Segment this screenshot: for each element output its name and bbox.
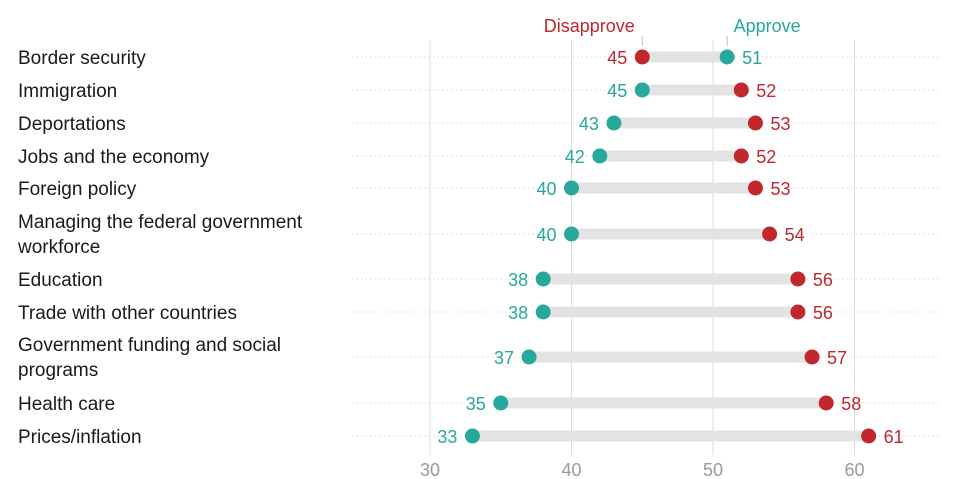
- approve-dot: [719, 49, 735, 65]
- legend: Disapprove Approve: [544, 16, 801, 46]
- approve-value-label: 33: [437, 427, 457, 447]
- category-label: Trade with other countries: [18, 303, 237, 324]
- category-label: Managing the federal government workforce: [17, 212, 303, 258]
- approve-dot: [464, 428, 480, 444]
- approve-value-label: 38: [508, 270, 528, 290]
- row-guides: [352, 56, 940, 437]
- disapprove-dot: [733, 82, 749, 98]
- legend-approve-label: Approve: [734, 16, 801, 36]
- disapprove-value-label: 54: [785, 225, 805, 245]
- legend-disapprove-label: Disapprove: [544, 16, 635, 36]
- disapprove-dot: [790, 304, 806, 320]
- disapprove-dot: [762, 226, 778, 242]
- approve-dot: [493, 395, 509, 411]
- approve-value-label: 37: [494, 348, 514, 368]
- approve-value-label: 40: [536, 225, 556, 245]
- category-label: Health care: [18, 394, 115, 415]
- disapprove-value-label: 53: [770, 114, 790, 134]
- approve-dot: [606, 115, 622, 131]
- disapprove-value-label: 61: [884, 427, 904, 447]
- category-label: Jobs and the economy: [18, 147, 210, 168]
- bars-layer: 51 45 45 52 43 53 42 52 40 53 40 54 38 56 38 56 37 57 35 58…: [437, 48, 903, 447]
- category-label: Government funding and social programs: [18, 335, 281, 381]
- x-tick-label-40: 40: [561, 460, 581, 479]
- approve-dot: [564, 180, 579, 196]
- disapprove-value-label: 58: [841, 394, 861, 414]
- category-label: Immigration: [18, 81, 117, 102]
- disapprove-dot: [747, 180, 763, 196]
- approve-dot: [634, 82, 650, 98]
- disapprove-dot: [804, 349, 820, 365]
- disapprove-value-label: 57: [827, 348, 847, 368]
- category-labels: Border security Immigration Deportations Jo…: [17, 48, 303, 448]
- disapprove-value-label: 52: [756, 147, 776, 167]
- disapprove-dot: [790, 271, 806, 287]
- disapprove-value-label: 52: [756, 81, 776, 101]
- disapprove-dot: [861, 428, 877, 444]
- disapprove-dot: [818, 395, 834, 411]
- disapprove-dot: [747, 115, 763, 131]
- category-label: Prices/inflation: [18, 427, 142, 448]
- x-tick-label-50: 50: [703, 460, 723, 479]
- approve-dot: [521, 349, 537, 365]
- approve-dot: [535, 304, 551, 320]
- category-label: Foreign policy: [18, 179, 137, 200]
- disapprove-value-label: 45: [607, 48, 627, 68]
- x-axis-ticks: 30 40 50 60: [420, 460, 865, 479]
- grid-layer: [429, 40, 855, 455]
- disapprove-value-label: 53: [770, 179, 790, 199]
- approve-dot: [535, 271, 551, 287]
- approve-value-label: 43: [579, 114, 599, 134]
- x-tick-label-60: 60: [844, 460, 864, 479]
- approve-value-label: 38: [508, 303, 528, 323]
- category-label: Border security: [18, 48, 146, 69]
- approve-value-label: 45: [607, 81, 627, 101]
- disapprove-value-label: 56: [813, 303, 833, 323]
- x-tick-label-30: 30: [420, 460, 440, 479]
- approve-dot: [592, 148, 608, 164]
- approve-value-label: 51: [742, 48, 762, 68]
- disapprove-dot: [733, 148, 749, 164]
- disapprove-value-label: 56: [813, 270, 833, 290]
- category-label: Education: [18, 270, 103, 291]
- approve-value-label: 35: [466, 394, 486, 414]
- approve-value-label: 40: [536, 179, 556, 199]
- disapprove-dot: [634, 49, 650, 65]
- approve-dot: [564, 226, 579, 242]
- approve-value-label: 42: [565, 147, 585, 167]
- category-label: Deportations: [18, 114, 126, 135]
